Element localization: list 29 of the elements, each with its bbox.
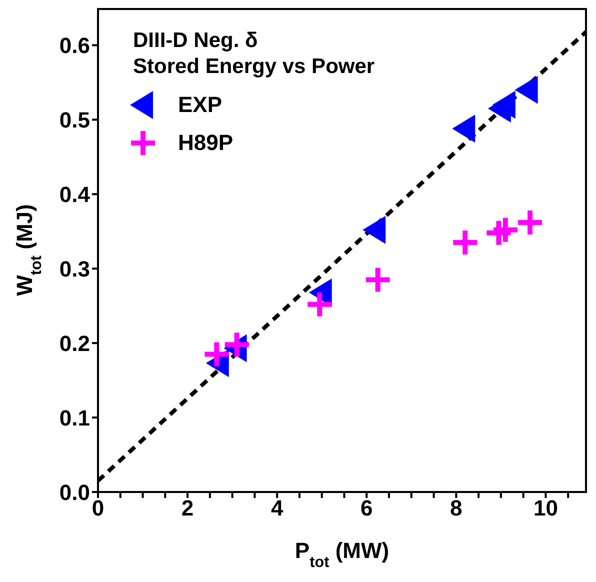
point [366,268,390,292]
x-tick-label: 0 [92,496,104,521]
point [362,216,386,244]
point [492,90,516,119]
point [514,76,538,104]
point [453,230,478,255]
text: Stored Energy vs Power [133,54,375,80]
point [204,342,229,366]
point [518,210,542,234]
y-tick-label: 0.6 [59,33,90,58]
y-tick-label: 0.2 [59,330,90,356]
y-tick-label: 0.1 [59,405,90,430]
legend-label: H89P [178,130,234,156]
x-axis-title: P$_{tot}$ (MW) [294,538,390,570]
y-tick-label: 0.5 [59,108,90,132]
x-tick-label: 10 [533,496,558,521]
y-tick-label: 0.3 [59,256,90,282]
y-tick-label: 0.0 [59,480,90,505]
x-tick-label: 4 [270,496,284,521]
text: DIII-D Neg. δ [133,28,259,54]
x-tick-label: 2 [181,496,194,521]
point [452,114,476,143]
point [224,332,249,357]
point [308,292,332,316]
x-tick-label: 6 [360,496,373,521]
y-tick-label: 0.4 [59,182,91,207]
x-tick-label: 8 [450,496,462,521]
point [493,218,518,242]
legend-label: EXP [178,92,222,118]
